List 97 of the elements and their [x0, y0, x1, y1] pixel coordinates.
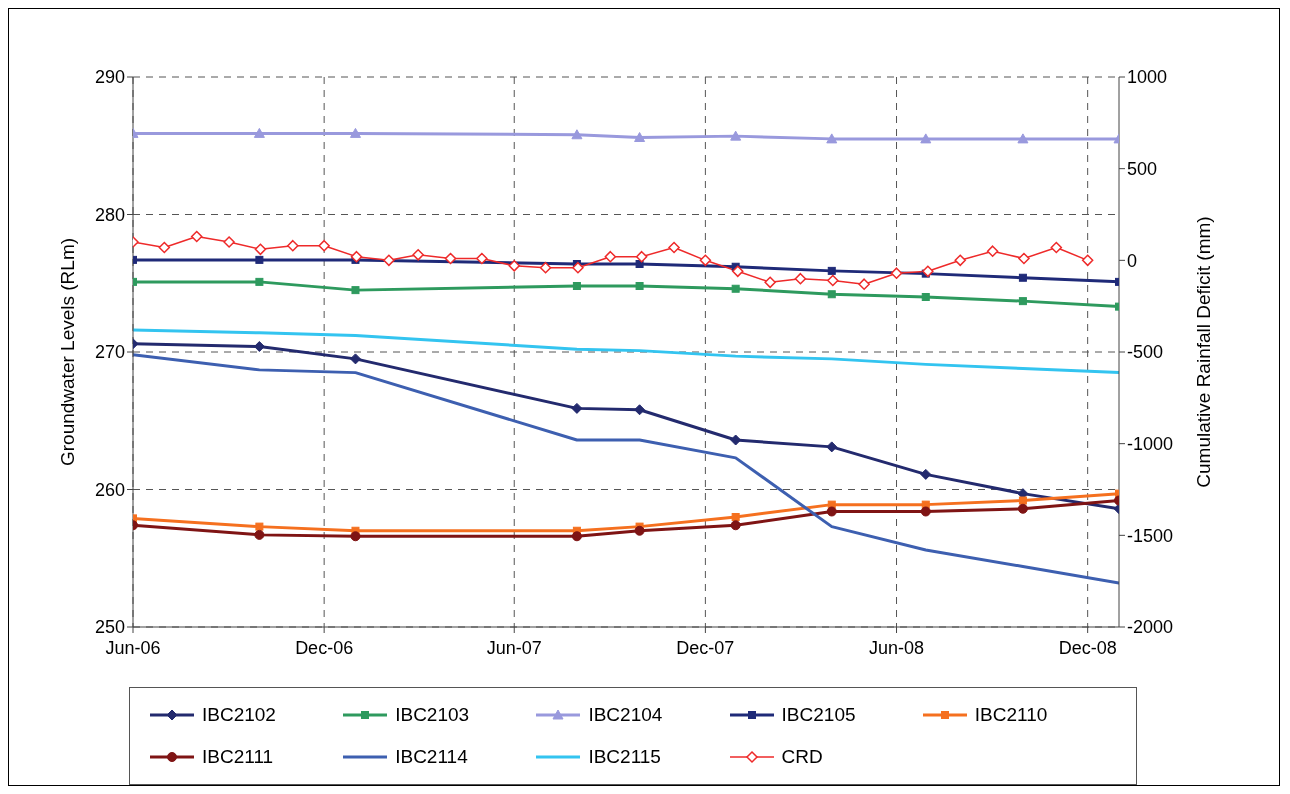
point [1081, 254, 1094, 267]
line-series [133, 328, 1119, 375]
point [1018, 496, 1027, 505]
point [351, 286, 360, 295]
point [158, 241, 171, 254]
point [827, 266, 836, 275]
point [1050, 241, 1063, 254]
x-tick-label: Dec-07 [676, 637, 735, 658]
point [668, 241, 680, 254]
y2-axis-title: Cumulative Rainfall Deficit (mm) [1192, 216, 1214, 488]
point [508, 260, 520, 272]
point [1017, 503, 1028, 514]
line-series [133, 353, 1119, 585]
legend-label: IBC2110 [974, 704, 1048, 726]
point [1017, 133, 1029, 144]
point [412, 249, 424, 261]
y-axis-title: Groundwater Levels (RLm) [56, 237, 78, 467]
x-tick-label: Jun-07 [486, 637, 542, 658]
point [350, 250, 363, 263]
point [732, 265, 744, 278]
point [350, 531, 361, 542]
point [920, 133, 932, 144]
point [572, 261, 584, 274]
point [699, 254, 712, 267]
legend-label: IBC2104 [588, 704, 663, 726]
point [190, 230, 203, 243]
point [539, 261, 552, 274]
point [1018, 273, 1027, 282]
point [731, 284, 740, 293]
point [826, 506, 837, 517]
point [254, 243, 267, 256]
legend-label: IBC2111 [202, 746, 274, 768]
x-tick-label: Dec-06 [295, 637, 354, 658]
point [223, 236, 235, 248]
point [730, 130, 742, 141]
point [634, 132, 646, 142]
legend-label: CRD [781, 746, 823, 768]
point [254, 529, 265, 540]
point [635, 260, 644, 268]
point [764, 276, 776, 289]
legend-label: IBC2102 [202, 704, 276, 726]
y2-tick-label: -500 [1127, 342, 1164, 363]
point [1018, 252, 1030, 265]
point [986, 245, 999, 257]
point [634, 404, 646, 416]
point [476, 252, 488, 265]
point [826, 133, 838, 144]
y2-tick-label: 0 [1127, 250, 1138, 271]
point [858, 278, 870, 290]
point [635, 250, 648, 263]
y2-tick-label: -1500 [1127, 525, 1174, 546]
point [827, 290, 836, 299]
y2-tick-label: 500 [1127, 159, 1158, 180]
x-tick-label: Jun-08 [869, 637, 925, 658]
y-tick-label: 270 [94, 342, 125, 363]
point [571, 531, 582, 542]
legend-label: IBC2105 [781, 704, 856, 726]
point [349, 353, 361, 365]
point [634, 525, 645, 536]
point [920, 506, 931, 517]
point [827, 274, 839, 287]
point [794, 272, 807, 285]
point [604, 250, 617, 263]
x-tick-label: Dec-08 [1058, 637, 1117, 658]
point [571, 129, 583, 140]
point [383, 254, 395, 267]
point [253, 127, 265, 138]
point [255, 255, 264, 264]
point [826, 441, 838, 453]
y2-tick-label: -2000 [1127, 617, 1174, 638]
point [318, 239, 330, 252]
point [890, 267, 903, 279]
point [922, 265, 934, 278]
y-tick-label: 260 [94, 479, 125, 500]
point [287, 239, 299, 252]
legend-label: IBC2115 [588, 746, 661, 768]
point [255, 277, 264, 286]
y2-tick-label: -1000 [1127, 434, 1174, 455]
x-tick-label: Jun-06 [105, 637, 161, 658]
y2-tick-label: 1000 [1127, 67, 1168, 88]
y-tick-label: 280 [94, 204, 125, 225]
point [954, 254, 966, 267]
point [920, 468, 932, 480]
point [444, 252, 457, 265]
point [921, 293, 930, 301]
point [730, 520, 741, 531]
point [255, 522, 264, 531]
legend-label: IBC2103 [395, 704, 470, 726]
legend-label: IBC2114 [395, 746, 468, 768]
point [349, 127, 361, 138]
point [1018, 297, 1027, 306]
point [572, 282, 581, 290]
point [635, 282, 644, 290]
y-tick-label: 290 [94, 67, 125, 88]
y-tick-label: 250 [94, 617, 125, 638]
point [731, 513, 740, 521]
point [571, 402, 583, 414]
